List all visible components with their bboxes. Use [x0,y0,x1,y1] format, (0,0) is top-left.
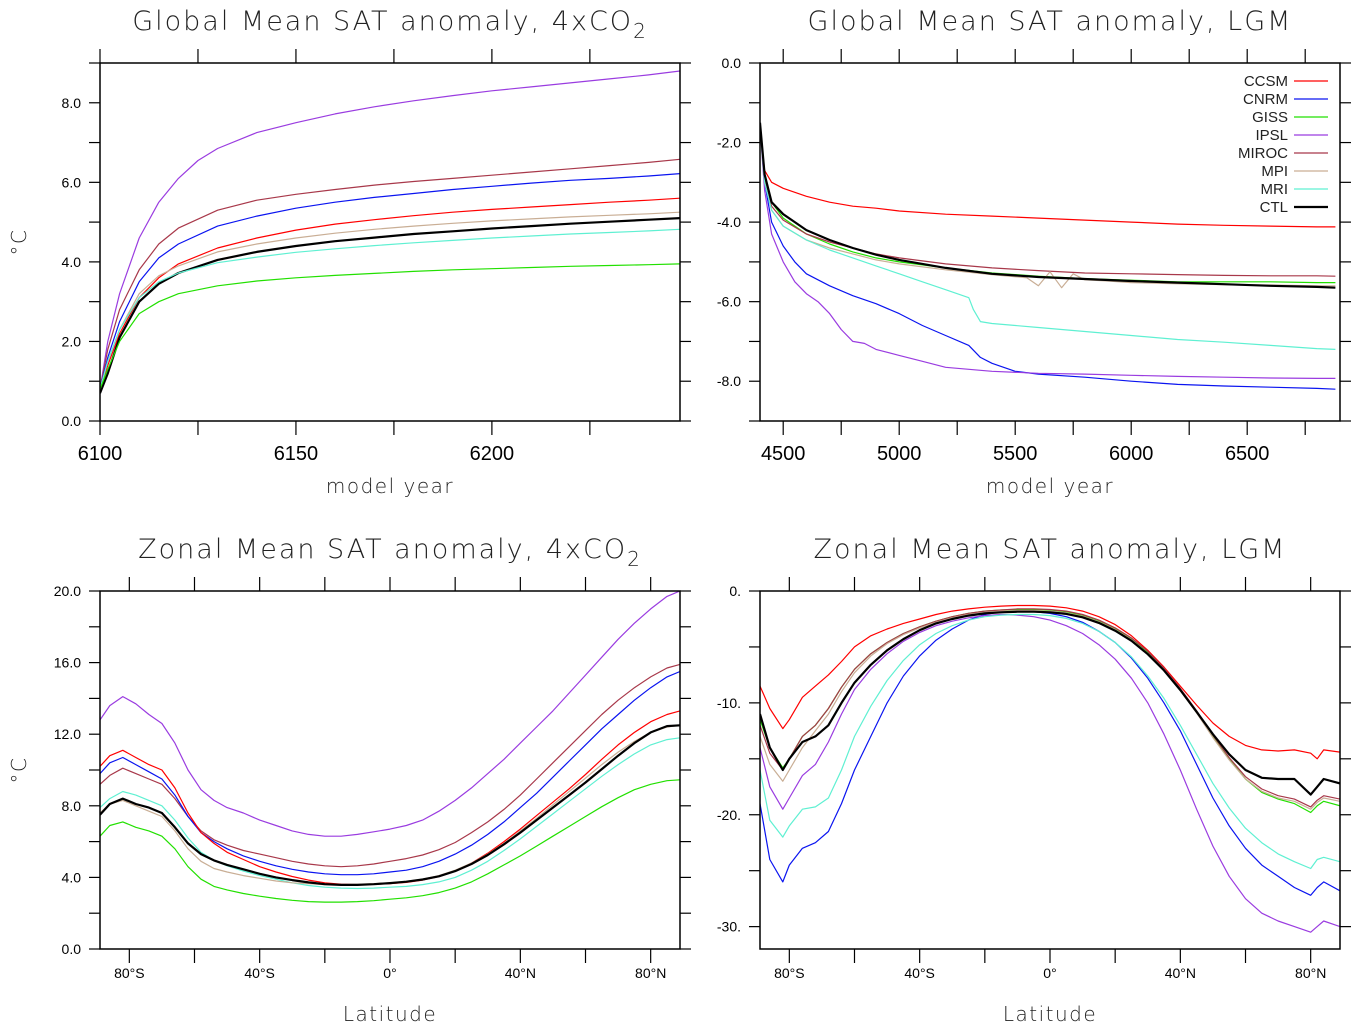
series-group [760,122,1336,390]
series-line-ccsm [100,197,680,390]
x-axis-label: Latitude [343,1002,437,1026]
x-axis-label: model year [986,474,1114,498]
series-line-ipsl [100,70,680,390]
series-group [100,70,680,394]
x-tick-label: 6200 [470,443,515,465]
y-tick-label: 2.0 [62,333,82,349]
series-line-mpi [100,211,680,390]
x-tick-label: 40°S [904,965,935,981]
x-tick-label: 0° [383,965,396,981]
panel-zonal-4xco2: Zonal Mean SAT anomaly, 4xCO2 0.0 4.0 8.0 12… [7,534,691,1026]
x-tick-label: 40°N [505,965,536,981]
series-line-ctl [760,610,1340,796]
series-line-miroc [760,126,1336,277]
panel-zonal-lgm: Zonal Mean SAT anomaly, LGM 0. -10. -20. -30… [717,534,1351,1026]
x-tick-label: 5000 [877,443,922,465]
x-tick-label: 80°N [1295,965,1326,981]
x-tick-label: 6500 [1225,443,1270,465]
y-tick-label: -8.0 [717,373,741,389]
y-tick-label: 16.0 [54,655,81,671]
panel-global-lgm: Global Mean SAT anomaly, LGM 0.0 -2.0 -4.0 -… [717,6,1351,498]
series-line-ctl [100,724,680,887]
series-line-cnrm [100,670,680,876]
y-tick-label: 8.0 [62,798,82,814]
chart-title: Global Mean SAT anomaly, LGM [808,6,1293,37]
legend-label-mpi: MPI [1261,163,1288,180]
series-line-miroc [100,158,680,390]
y-tick-label: 6.0 [62,174,82,190]
y-tick-label: 0. [729,583,741,599]
plot-frame [759,590,1341,950]
series-line-ccsm [760,126,1336,228]
x-tick-label: 40°N [1165,965,1196,981]
series-line-ipsl [760,613,1340,933]
series-line-mri [760,126,1336,350]
series-line-giss [100,779,680,903]
legend-label-ccsm: CCSM [1244,73,1288,90]
series-line-mri [100,228,680,390]
series-line-miroc [100,663,680,868]
y-tick-label: 8.0 [62,95,82,111]
y-tick-label: -10. [717,695,741,711]
legend-label-giss: GISS [1252,109,1288,126]
x-tick-label: 80°S [774,965,805,981]
series-line-mri [760,613,1340,870]
legend-label-miroc: MIROC [1238,145,1288,162]
series-line-ctl [100,217,680,394]
legend-label-ipsl: IPSL [1255,127,1288,144]
series-line-ccsm [760,604,1340,760]
legend-label-ctl: CTL [1260,199,1288,216]
y-tick-label: -6.0 [717,294,741,310]
legend-label-cnrm: CNRM [1243,91,1288,108]
x-tick-label: 0° [1043,965,1056,981]
chart-title: Zonal Mean SAT anomaly, 4xCO2 [138,534,642,571]
x-tick-label: 6100 [78,443,123,465]
series-line-miroc [760,608,1340,808]
series-line-cnrm [100,173,680,390]
x-tick-label: 5500 [993,443,1038,465]
series-line-cnrm [760,122,1336,390]
y-tick-label: 4.0 [62,254,82,270]
series-line-ipsl [760,126,1336,379]
y-tick-label: 0.0 [62,941,82,957]
plot-frame [99,590,681,950]
x-tick-label: 6150 [274,443,319,465]
y-tick-label: 4.0 [62,869,82,885]
y-tick-label: 0.0 [62,413,82,429]
x-axis-label: Latitude [1003,1002,1097,1026]
series-line-ipsl [100,591,680,837]
x-tick-label: 40°S [244,965,275,981]
y-tick-label: -4.0 [717,214,741,230]
chart-title: Global Mean SAT anomaly, 4xCO2 [132,6,648,43]
legend-label-mri: MRI [1261,181,1289,198]
x-tick-label: 80°N [635,965,666,981]
x-tick-label: 6000 [1109,443,1154,465]
x-tick-label: 4500 [761,443,806,465]
series-line-cnrm [760,610,1340,896]
plot-frame [759,62,1341,422]
series-group [760,604,1340,933]
x-tick-label: 80°S [114,965,145,981]
series-line-ctl [760,122,1336,289]
panel-global-4xco2: Global Mean SAT anomaly, 4xCO2 0.0 2.0 4.0 6… [7,6,691,498]
series-line-mri [100,737,680,890]
series-line-giss [100,263,680,390]
y-tick-label: 20.0 [54,583,81,599]
y-tick-label: -2.0 [717,135,741,151]
y-tick-label: -30. [717,919,741,935]
y-axis-label: °C [7,229,31,256]
y-tick-label: 0.0 [722,55,742,71]
series-group [100,591,680,903]
series-line-mpi [760,609,1340,810]
plot-frame [99,62,681,422]
chart-title: Zonal Mean SAT anomaly, LGM [814,534,1287,565]
y-tick-label: 12.0 [54,726,81,742]
y-axis-label: °C [7,757,31,784]
x-axis-label: model year [326,474,454,498]
y-tick-label: -20. [717,807,741,823]
